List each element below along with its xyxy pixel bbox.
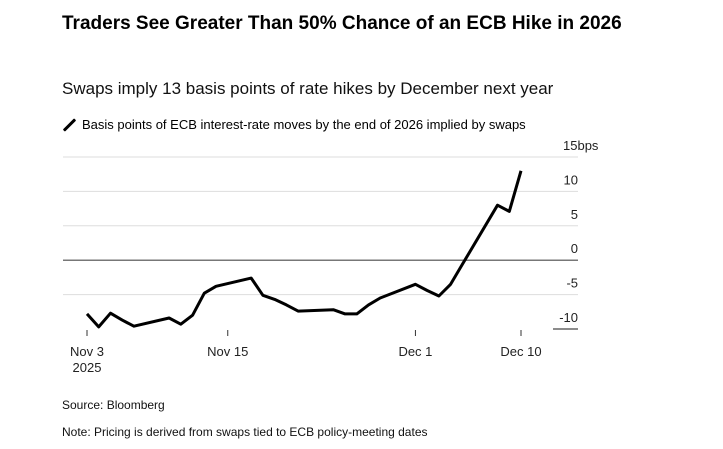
- y-tick-label: -5: [566, 276, 578, 291]
- chart-title: Traders See Greater Than 50% Chance of a…: [62, 13, 622, 34]
- legend-label: Basis points of ECB interest-rate moves …: [82, 117, 526, 132]
- x-tick-label: Dec 10: [500, 344, 541, 359]
- x-tick-label: Nov 15: [207, 344, 248, 359]
- y-tick-label: 0: [571, 241, 578, 256]
- series-line: [85, 170, 523, 329]
- footnote: Note: Pricing is derived from swaps tied…: [62, 425, 428, 439]
- x-tick-label: Nov 3: [70, 344, 104, 359]
- y-tick-label: 10: [564, 172, 578, 187]
- y-tick-label: 5: [571, 207, 578, 222]
- legend: Basis points of ECB interest-rate moves …: [62, 117, 526, 133]
- source-note: Source: Bloomberg: [62, 398, 165, 412]
- y-tick-label: 15bps: [563, 138, 599, 153]
- y-axis-labels: 15bps 10 5 0 -5 -10: [559, 138, 599, 325]
- chart-subtitle: Swaps imply 13 basis points of rate hike…: [62, 79, 554, 98]
- y-tick-label: -10: [559, 310, 578, 325]
- gridlines: [63, 156, 578, 330]
- x-tick-label: Dec 1: [398, 344, 432, 359]
- x-tick-sublabel: 2025: [73, 360, 102, 375]
